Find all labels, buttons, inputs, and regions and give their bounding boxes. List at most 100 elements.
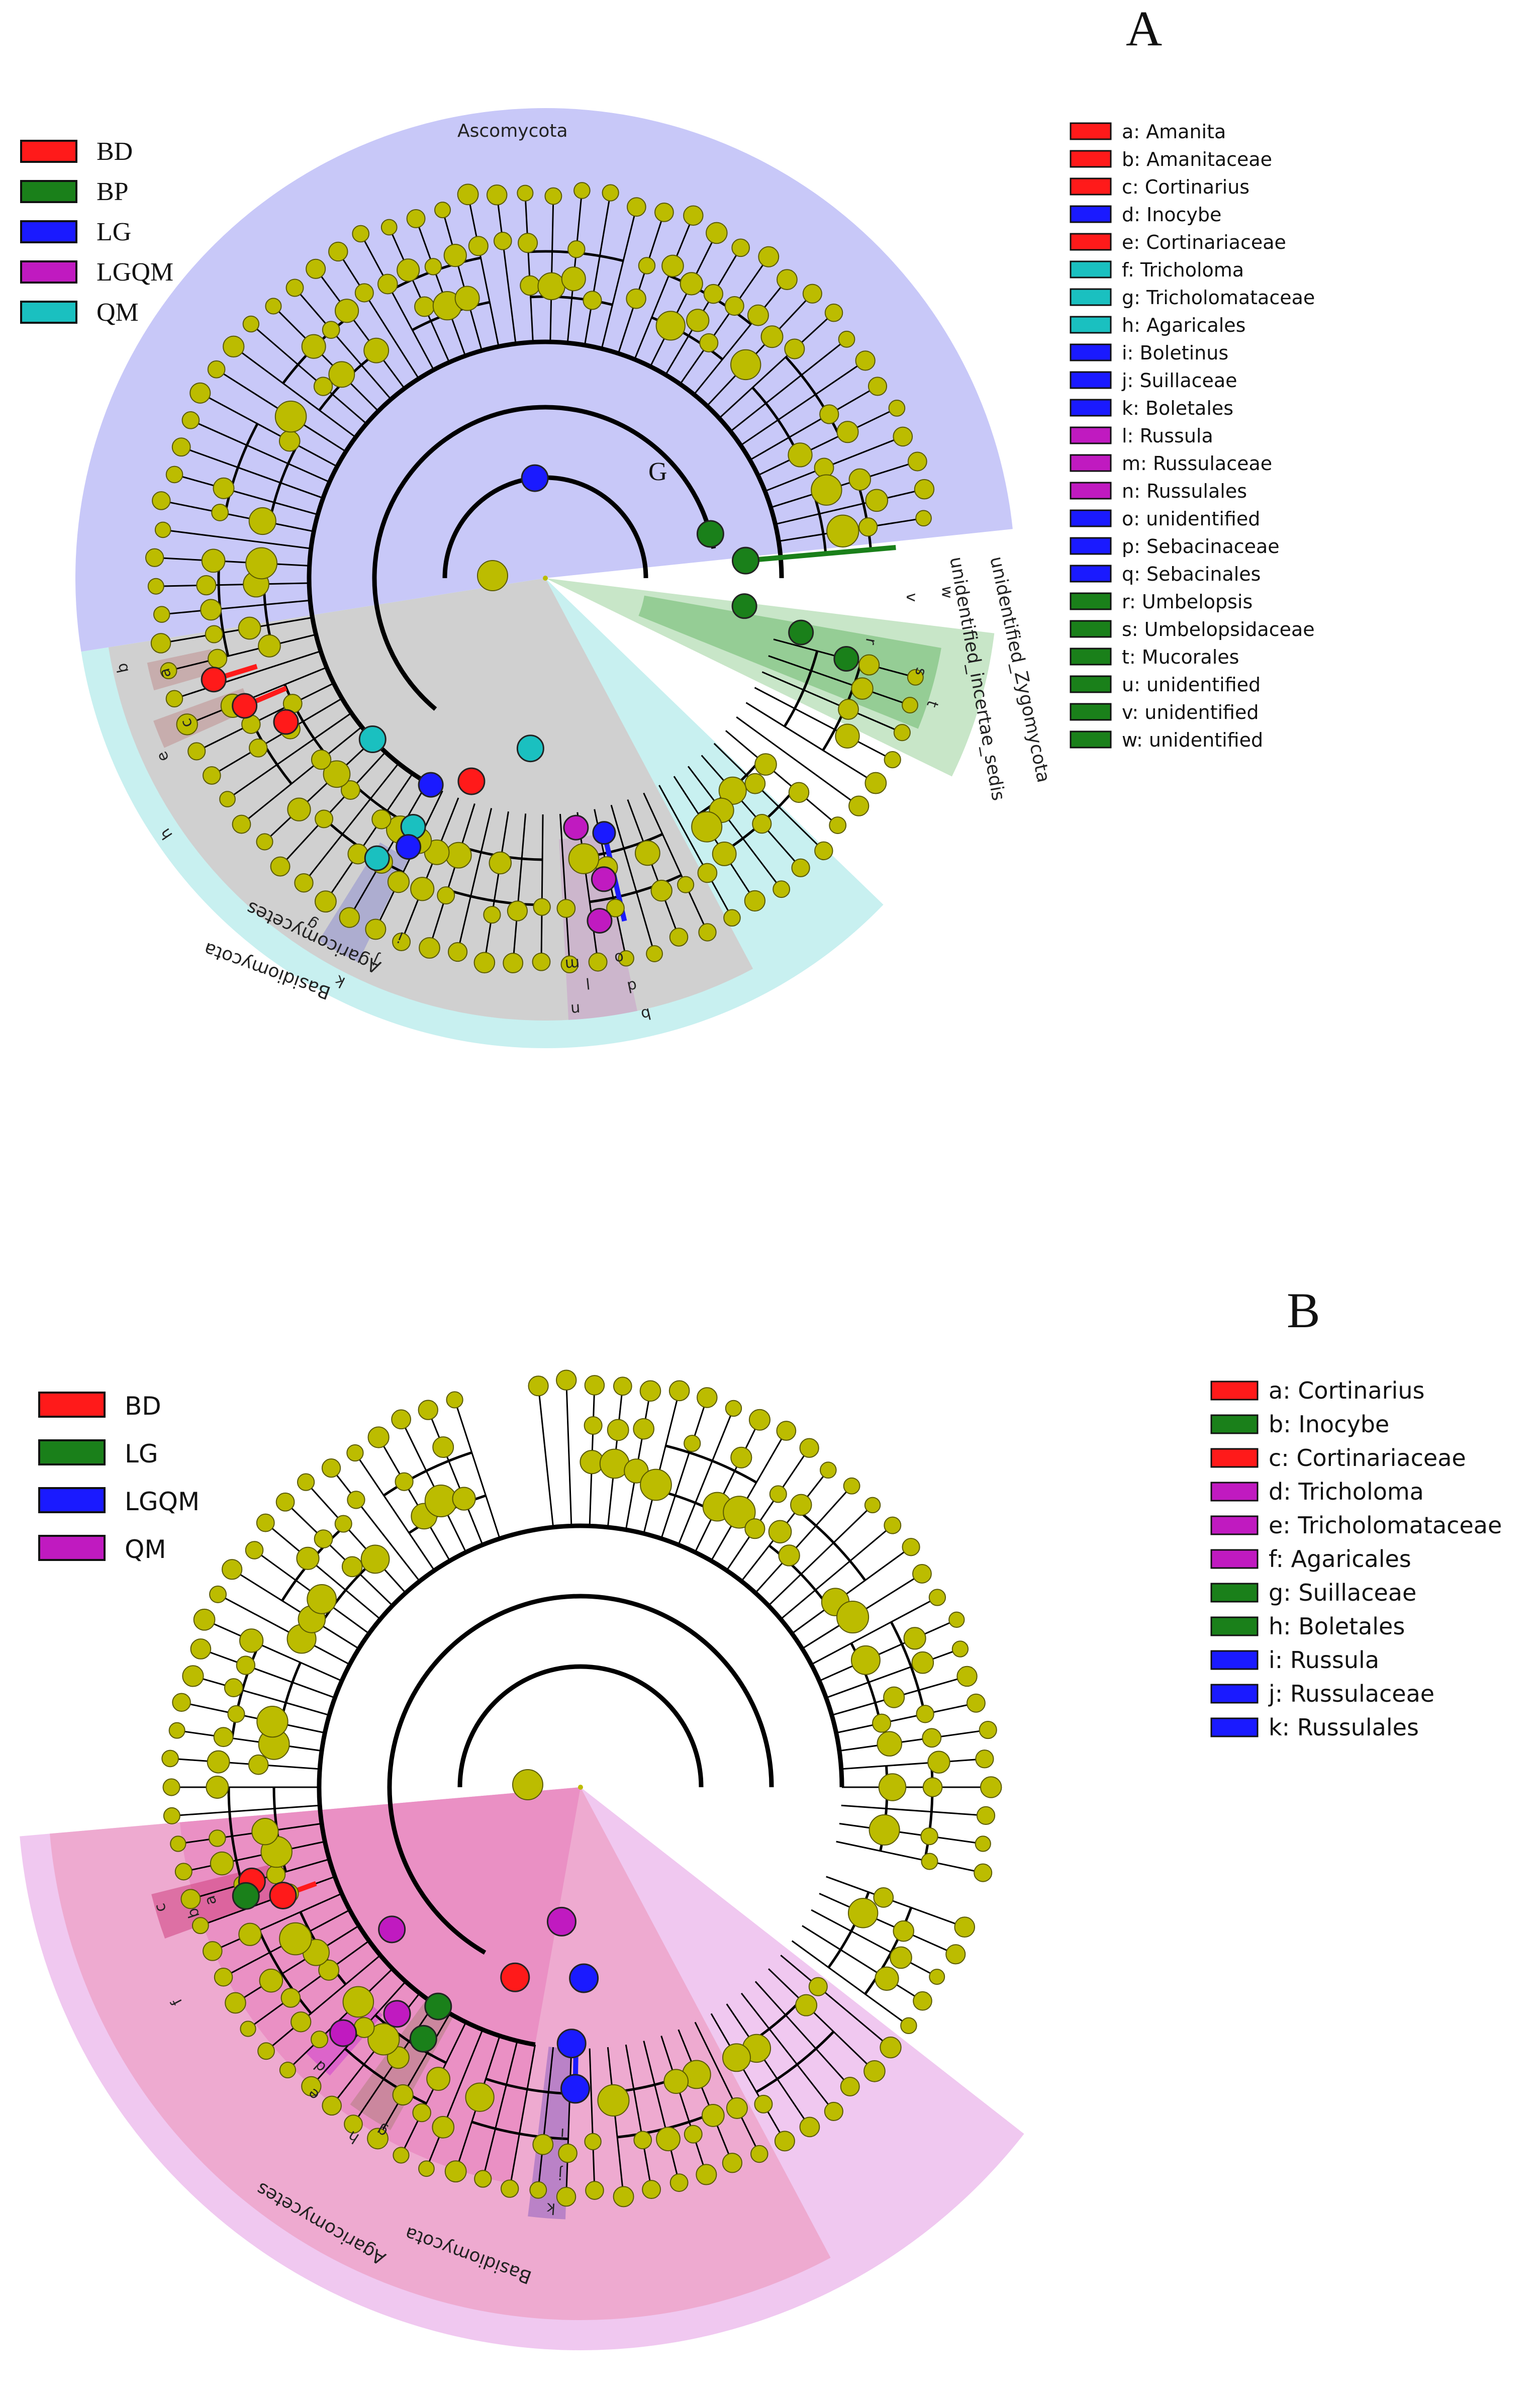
legend-label: LGQM bbox=[125, 1487, 200, 1516]
tree-branch bbox=[710, 2013, 786, 2142]
tree-leaf bbox=[346, 1444, 364, 1462]
tree-node bbox=[251, 1818, 279, 1846]
tree-branch bbox=[745, 702, 877, 784]
tree-node bbox=[877, 1731, 903, 1757]
legend-swatch bbox=[1210, 1616, 1259, 1636]
legend-label: l: Russula bbox=[1122, 425, 1213, 447]
tree-node bbox=[724, 296, 744, 316]
legend-label: t: Mucorales bbox=[1122, 646, 1239, 668]
panel-a-taxa-legend: a: Amanita b: Amanitaceae c: Cortinarius d:… bbox=[1070, 121, 1315, 751]
tree-leaf bbox=[314, 890, 337, 913]
biomarker-node bbox=[569, 1963, 599, 1993]
legend-swatch bbox=[20, 140, 77, 163]
tree-leaf bbox=[880, 2037, 902, 2059]
legend-label: LG bbox=[97, 218, 131, 246]
tree-leaf bbox=[419, 937, 440, 959]
tree-leaf bbox=[929, 1969, 945, 1985]
tree-node bbox=[784, 338, 805, 359]
tree-branch bbox=[330, 1467, 421, 1582]
biomarker-node bbox=[232, 693, 258, 719]
tree-branch bbox=[377, 2013, 451, 2139]
tree-arc bbox=[783, 651, 819, 727]
legend-swatch bbox=[1070, 482, 1112, 500]
tree-node bbox=[788, 442, 813, 468]
legend-swatch bbox=[1070, 371, 1112, 389]
tree-node bbox=[328, 361, 355, 388]
tree-leaf bbox=[256, 833, 273, 851]
tree-branch bbox=[454, 1399, 501, 1539]
legend-swatch bbox=[1210, 1380, 1259, 1401]
tree-node bbox=[207, 1750, 230, 1774]
tree-leaf bbox=[207, 360, 226, 379]
tree-leaf bbox=[585, 2181, 604, 2200]
tree-branch bbox=[162, 529, 311, 549]
tree-leaf bbox=[154, 521, 171, 538]
tree-leaf bbox=[758, 246, 780, 267]
tree-node bbox=[811, 474, 842, 506]
tree-node bbox=[201, 548, 226, 573]
biomarker-node bbox=[592, 821, 616, 845]
tree-leaf bbox=[954, 1916, 976, 1938]
legend-label: h: Boletales bbox=[1269, 1613, 1405, 1640]
tree-branch bbox=[540, 814, 544, 962]
tree-branch bbox=[360, 233, 435, 371]
tree-node bbox=[205, 625, 223, 643]
root-node bbox=[578, 1785, 583, 1790]
legend-swatch bbox=[38, 1392, 106, 1418]
tree-node bbox=[656, 2127, 681, 2152]
biomarker-node bbox=[560, 2074, 591, 2104]
legend-swatch bbox=[1070, 233, 1112, 251]
tree-node bbox=[921, 1853, 938, 1870]
tree-leaf bbox=[500, 2179, 519, 2198]
tree-branch bbox=[457, 808, 493, 952]
tree-leaf bbox=[182, 1665, 204, 1687]
tree-node bbox=[238, 616, 261, 640]
legend-label: p: Sebacinaceae bbox=[1122, 535, 1280, 558]
tree-node bbox=[626, 288, 646, 309]
tree-branch bbox=[212, 1893, 342, 1952]
tree-leaf bbox=[240, 2020, 256, 2037]
tree-node bbox=[768, 1520, 792, 1544]
tree-branch bbox=[524, 193, 534, 342]
tree-leaf bbox=[444, 2160, 467, 2183]
biomarker-node bbox=[396, 834, 422, 860]
legend-label: g: Suillaceae bbox=[1269, 1579, 1416, 1606]
tree-node bbox=[752, 814, 772, 834]
tree-branch bbox=[839, 1729, 988, 1752]
tree-leaf bbox=[979, 1720, 997, 1739]
tree-leaf bbox=[172, 1693, 191, 1712]
tree-leaf bbox=[365, 918, 387, 940]
tree-branch bbox=[233, 346, 356, 438]
tree-node bbox=[248, 507, 276, 535]
legend-swatch bbox=[1210, 1650, 1259, 1670]
tree-ring bbox=[372, 405, 716, 711]
tree-branch bbox=[375, 790, 443, 930]
legend-swatch bbox=[1070, 399, 1112, 417]
tree-node bbox=[836, 1601, 870, 1634]
tree-node bbox=[307, 1584, 337, 1614]
tree-node bbox=[334, 1515, 352, 1533]
tree-leaf bbox=[174, 1863, 192, 1881]
tree-leaf bbox=[556, 2186, 576, 2207]
tree-node bbox=[922, 1728, 942, 1748]
tree-arc bbox=[374, 2014, 447, 2064]
tree-leaf bbox=[165, 466, 183, 484]
tree-branch bbox=[694, 2021, 760, 2155]
biomarker-node bbox=[424, 1992, 452, 2020]
tree-node bbox=[342, 1986, 374, 2018]
tree-leaf bbox=[153, 606, 170, 623]
tree-leaf bbox=[626, 197, 646, 217]
legend-label: c: Cortinarius bbox=[1122, 176, 1249, 198]
tree-branch bbox=[826, 1876, 965, 1928]
tree-leaf bbox=[448, 942, 468, 962]
tree-leaf bbox=[893, 724, 911, 742]
tree-node bbox=[280, 1988, 301, 2008]
tree-branch bbox=[415, 218, 466, 356]
biomarker-node bbox=[556, 2029, 587, 2059]
tree-leaf bbox=[150, 633, 171, 654]
tree-leaf bbox=[654, 202, 674, 222]
tree-leaf bbox=[884, 1516, 902, 1534]
tree-node bbox=[483, 905, 501, 924]
tree-node bbox=[533, 898, 551, 916]
tree-leaf bbox=[322, 2095, 342, 2116]
